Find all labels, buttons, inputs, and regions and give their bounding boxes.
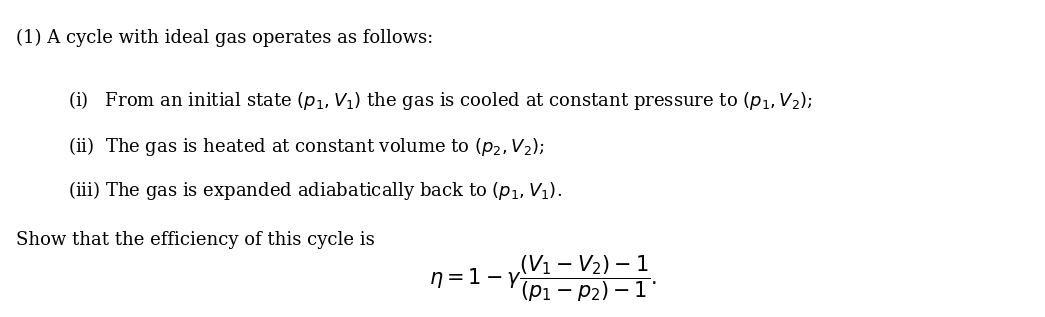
Text: (iii) The gas is expanded adiabatically back to $(p_1, V_1)$.: (iii) The gas is expanded adiabatically … xyxy=(68,179,562,202)
Text: Show that the efficiency of this cycle is: Show that the efficiency of this cycle i… xyxy=(16,231,374,249)
Text: $\eta = 1 - \gamma\dfrac{(V_1 - V_2) - 1}{(p_1 - p_2) - 1}.$: $\eta = 1 - \gamma\dfrac{(V_1 - V_2) - 1… xyxy=(429,254,657,304)
Text: (i)   From an initial state $(p_1, V_1)$ the gas is cooled at constant pressure : (i) From an initial state $(p_1, V_1)$ t… xyxy=(68,89,813,112)
Text: (ii)  The gas is heated at constant volume to $(p_2, V_2)$;: (ii) The gas is heated at constant volum… xyxy=(68,135,544,158)
Text: (1) A cycle with ideal gas operates as follows:: (1) A cycle with ideal gas operates as f… xyxy=(16,29,433,47)
